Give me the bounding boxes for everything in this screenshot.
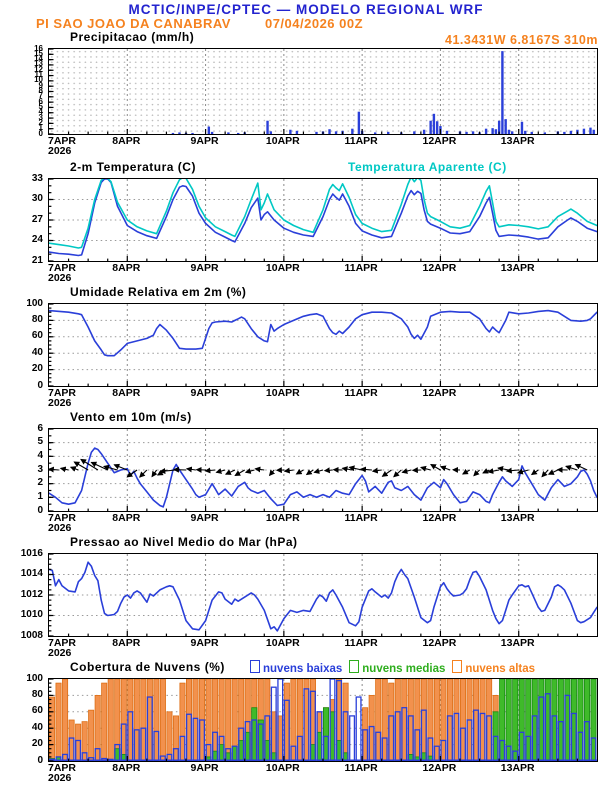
station-run-line: PI SAO JOAO DA CANABRAV 07/04/2026 00Z — [36, 16, 363, 31]
legend-item-high-clouds: nuvens altas — [452, 660, 535, 675]
humidity-y-axis-labels: 0 20 40 60 80 100 — [26, 297, 43, 391]
legend-item-mid-clouds: nuvens medias — [349, 660, 445, 675]
page-title: MCTIC/INPE/CPTEC — MODELO REGIONAL WRF — [128, 2, 484, 17]
panel-title-precipitation: Precipitacao (mm/h) — [70, 30, 195, 44]
legend-item-low-clouds: nuvens baixas — [250, 660, 342, 675]
panel-title-wind: Vento em 10m (m/s) — [70, 410, 192, 424]
x-axis-labels: 7APR 8APR 9APR 10APR 11APR 12APR 13APR 2026 — [48, 762, 535, 784]
pressure-y-axis-labels: 1008 1010 1012 1014 1016 — [20, 547, 43, 641]
temperature-plot — [48, 178, 598, 262]
run-datetime: 07/04/2026 00Z — [264, 16, 364, 31]
station-name: PI SAO JOAO DA CANABRAV — [36, 16, 231, 31]
wind-plot — [48, 428, 598, 512]
legend-swatch-low-clouds-icon — [250, 660, 260, 673]
coordinates-label: 41.3431W 6.8167S 310m — [445, 33, 598, 47]
cloud-legend: nuvens baixas nuvens medias nuvens altas — [250, 660, 535, 675]
panel-title-clouds: Cobertura de Nuvens (%) — [70, 660, 225, 674]
pressure-plot — [48, 553, 598, 637]
precipitation-y-axis-labels: 0 1 2 3 4 5 6 7 8 9 10 11 12 13 14 15 16 — [34, 43, 43, 138]
temperature-y-axis-labels: 21 24 27 30 33 — [31, 172, 43, 266]
x-axis-labels: 7APR 8APR 9APR 10APR 11APR 12APR 13APR 2026 — [48, 135, 535, 157]
cloud-cover-plot — [48, 678, 598, 762]
precipitation-plot — [48, 48, 598, 135]
apparent-temperature-label: Temperatura Aparente (C) — [348, 160, 507, 174]
legend-swatch-high-clouds-icon — [452, 660, 463, 673]
x-axis-labels: 7APR 8APR 9APR 10APR 11APR 12APR 13APR 2026 — [48, 262, 535, 284]
x-axis-labels: 7APR 8APR 9APR 10APR 11APR 12APR 13APR 2026 — [48, 637, 535, 659]
panel-title-pressure: Pressao ao Nivel Medio do Mar (hPa) — [70, 535, 298, 549]
x-axis-labels: 7APR 8APR 9APR 10APR 11APR 12APR 13APR 2026 — [48, 387, 535, 409]
panel-title-temperature: 2-m Temperatura (C) — [70, 160, 196, 174]
panel-title-humidity: Umidade Relativa em 2m (%) — [70, 285, 247, 299]
cloud-y-axis-labels: 0 20 40 60 80 100 — [26, 672, 43, 766]
legend-swatch-mid-clouds-icon — [349, 660, 360, 673]
x-axis-labels: 7APR 8APR 9APR 10APR 11APR 12APR 13APR 2026 — [48, 512, 535, 534]
humidity-plot — [48, 303, 598, 387]
